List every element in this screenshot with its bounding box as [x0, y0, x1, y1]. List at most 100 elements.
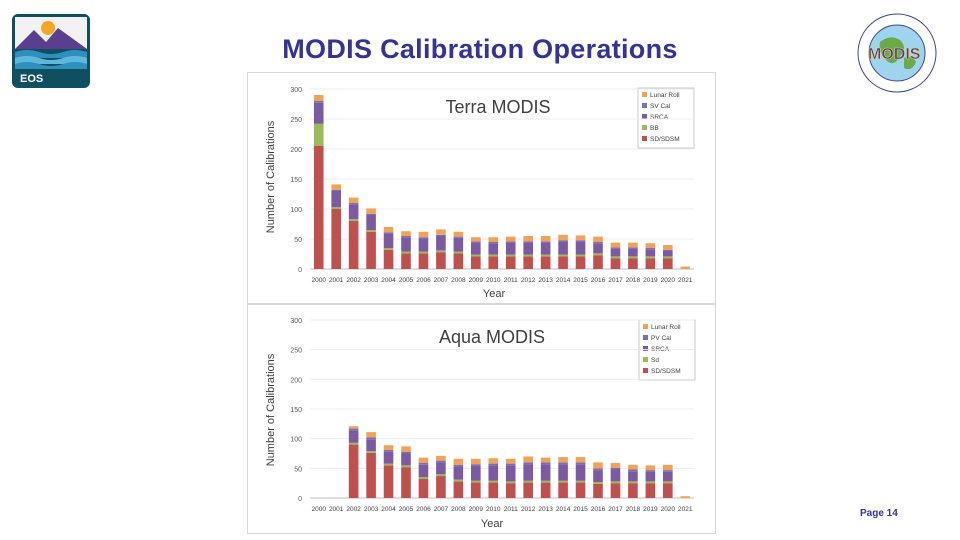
terra-bar-srca-2004	[383, 233, 394, 248]
terra-legend-swatch	[642, 125, 647, 130]
terra-bar-bb-2015	[575, 254, 586, 257]
aqua-bar-srca-2011	[505, 465, 516, 482]
aqua-bar-sv-cal-2013	[540, 462, 551, 465]
terra-bar-sd-sdsm-2017	[610, 258, 621, 269]
aqua-bar-sd-2018	[628, 481, 638, 484]
terra-bar-sd-sdsm-2007	[436, 252, 446, 269]
aqua-bar-sd-2011	[505, 481, 516, 484]
aqua-bar-lunar-roll-2009	[471, 458, 481, 465]
terra-bar-sd-sdsm-2004	[383, 249, 394, 269]
aqua-x-tick-label: 2000	[311, 506, 326, 513]
terra-bar-sd-sdsm-2010	[488, 256, 499, 269]
terra-bar-sd-sdsm-2005	[401, 253, 411, 269]
aqua-bar-lunar-roll-2013	[540, 457, 551, 463]
aqua-bar-sd-2014	[558, 480, 568, 483]
terra-bar-lunar-roll-2005	[401, 231, 411, 236]
aqua-bar-sd-2010	[488, 480, 499, 483]
terra-bar-sv-cal-2004	[383, 232, 394, 234]
aqua-x-tick-label: 2012	[521, 506, 536, 513]
terra-bar-sv-cal-2012	[523, 241, 533, 243]
aqua-legend-label: Lunar Roll	[651, 324, 681, 331]
terra-bar-lunar-roll-2019	[645, 243, 656, 248]
aqua-y-tick-label: 200	[290, 377, 302, 384]
aqua-bar-sd-sdsm-2009	[471, 482, 481, 498]
terra-chart-title: Terra MODIS	[445, 97, 550, 117]
aqua-bar-srca-2010	[488, 465, 499, 481]
terra-x-tick-label: 2015	[573, 277, 588, 284]
terra-x-tick-label: 2020	[661, 277, 676, 284]
terra-legend-swatch	[642, 103, 647, 108]
aqua-bar-sv-cal-2005	[401, 451, 411, 454]
terra-y-tick-label: 50	[294, 237, 302, 244]
aqua-bar-sd-sdsm-2020	[663, 483, 673, 498]
aqua-bar-sd-2009	[471, 480, 481, 483]
aqua-bar-sv-cal-2009	[471, 464, 481, 466]
terra-bar-lunar-roll-2001	[331, 184, 341, 190]
terra-bar-sd-sdsm-2003	[366, 231, 376, 269]
aqua-bar-sd-2006	[418, 477, 429, 480]
terra-bar-srca-2002	[348, 204, 359, 220]
aqua-bar-sd-2015	[575, 480, 586, 483]
aqua-legend-swatch	[643, 368, 648, 373]
terra-bar-lunar-roll-2004	[383, 227, 394, 233]
terra-y-axis-label: Number of Calibrations	[265, 120, 277, 233]
aqua-bar-lunar-roll-2011	[505, 458, 516, 464]
terra-legend-label: SD/SDSM	[650, 136, 680, 143]
terra-bar-sv-cal-2016	[593, 242, 603, 244]
terra-bar-bb-2005	[401, 251, 411, 254]
aqua-bar-srca-2017	[610, 469, 621, 482]
aqua-x-tick-label: 2002	[346, 506, 361, 513]
aqua-x-tick-label: 2016	[591, 506, 606, 513]
aqua-y-axis-label: Number of Calibrations	[265, 353, 277, 466]
aqua-legend-swatch	[643, 357, 648, 362]
aqua-legend-swatch	[643, 335, 648, 340]
aqua-x-tick-label: 2010	[486, 506, 501, 513]
aqua-bar-sv-cal-2017	[610, 467, 621, 470]
terra-bar-srca-2017	[610, 248, 621, 257]
terra-bar-sv-cal-2009	[471, 241, 481, 243]
aqua-bar-sd-sdsm-2008	[453, 481, 464, 498]
aqua-bar-sd-2013	[540, 480, 551, 483]
terra-bar-sv-cal-2010	[488, 242, 499, 244]
terra-bar-srca-2020	[663, 251, 673, 257]
aqua-bar-sd-2007	[436, 474, 446, 477]
aqua-bar-srca-2002	[348, 430, 359, 443]
terra-legend-label: SRCA	[650, 114, 669, 121]
aqua-bar-srca-2016	[593, 470, 603, 482]
aqua-bar-sv-cal-2007	[436, 460, 446, 463]
terra-bar-lunar-roll-2006	[418, 231, 429, 238]
aqua-x-tick-label: 2008	[451, 506, 466, 513]
aqua-bar-sd-2017	[610, 481, 621, 484]
aqua-chart-title: Aqua MODIS	[439, 327, 545, 347]
aqua-bar-srca-2012	[523, 464, 533, 481]
terra-legend: Lunar Roll SV Cal SRCA BB SD/SDSM	[637, 87, 695, 149]
aqua-bar-sd-2008	[453, 479, 464, 482]
aqua-bar-sd-sdsm-2015	[575, 482, 586, 498]
aqua-bar-lunar-roll-2010	[488, 458, 499, 464]
aqua-bar-sd-sdsm-2011	[505, 483, 516, 498]
terra-bar-sd-sdsm-2016	[593, 255, 603, 269]
aqua-bar-sd-sdsm-2013	[540, 482, 551, 498]
aqua-bar-sv-cal-2002	[348, 428, 359, 431]
terra-bar-lunar-roll-2010	[488, 237, 499, 242]
aqua-bar-sd-sdsm-2017	[610, 483, 621, 498]
aqua-bar-sv-cal-2015	[575, 462, 586, 465]
aqua-bar-sd-2019	[645, 481, 656, 484]
terra-bar-sd-sdsm-2006	[418, 253, 429, 269]
aqua-x-tick-label: 2003	[364, 506, 379, 513]
aqua-bar-lunar-roll-2004	[383, 445, 394, 450]
terra-bar-sd-sdsm-2015	[575, 256, 586, 269]
page-title: MODIS Calibration Operations	[282, 34, 678, 64]
aqua-bar-sd-sdsm-2016	[593, 483, 603, 498]
terra-y-tick-label: 250	[290, 117, 302, 124]
aqua-bar-srca-2018	[628, 471, 638, 482]
terra-bar-srca-2018	[628, 248, 638, 257]
terra-bar-srca-2006	[418, 238, 429, 252]
aqua-x-axis-label: Year	[481, 518, 504, 530]
terra-bar-bb-2011	[505, 254, 516, 257]
page-number: Page 14	[860, 508, 898, 519]
terra-bar-sv-cal-2008	[453, 236, 464, 238]
terra-bar-lunar-roll-2014	[558, 234, 568, 241]
aqua-bar-lunar-roll-2021	[680, 496, 691, 498]
terra-x-tick-label: 2001	[329, 277, 344, 284]
